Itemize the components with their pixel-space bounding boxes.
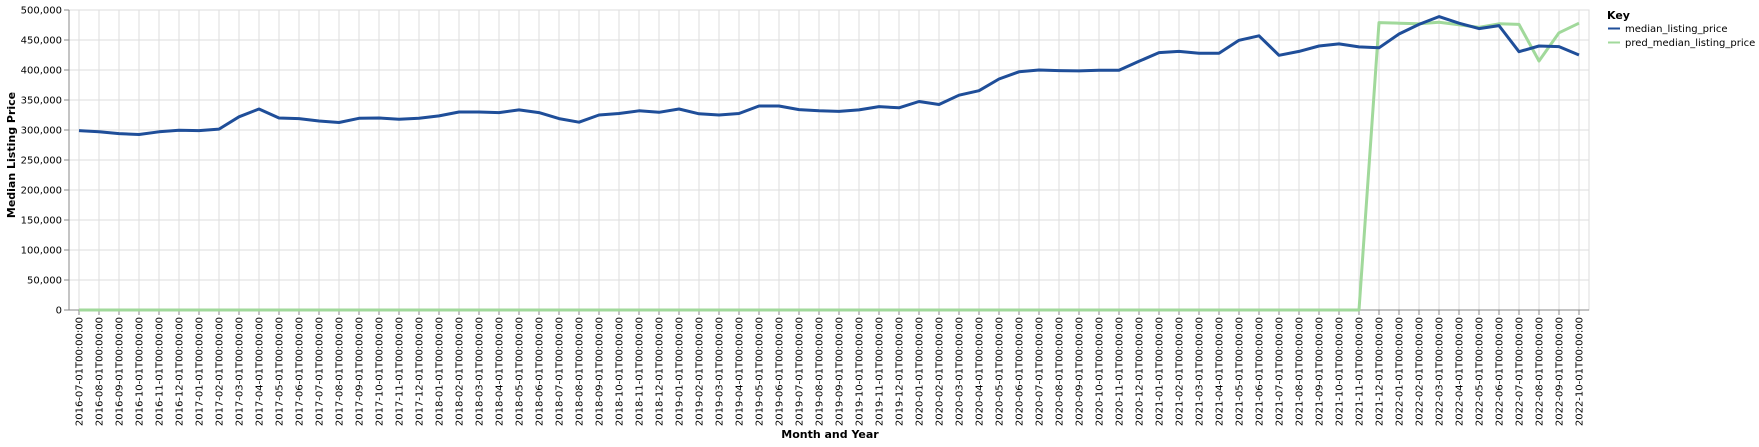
x-tick-label: 2018-08-01T00:00:00 bbox=[575, 317, 586, 426]
x-tick-label: 2021-08-01T00:00:00 bbox=[1295, 317, 1306, 426]
y-tick-label: 300,000 bbox=[21, 126, 62, 137]
x-tick-label: 2022-09-01T00:00:00 bbox=[1555, 317, 1566, 426]
x-tick-label: 2019-11-01T00:00:00 bbox=[875, 317, 886, 426]
y-tick-label: 350,000 bbox=[21, 96, 62, 107]
x-tick-label: 2021-11-01T00:00:00 bbox=[1355, 317, 1366, 426]
x-tick-label: 2016-09-01T00:00:00 bbox=[115, 317, 126, 426]
x-axis-title: Month and Year bbox=[781, 428, 879, 441]
series-layer bbox=[78, 15, 1580, 312]
legend: Key median_listing_price pred_median_list… bbox=[1607, 9, 1755, 49]
x-tick-label: 2020-05-01T00:00:00 bbox=[995, 317, 1006, 426]
x-tick-label: 2016-10-01T00:00:00 bbox=[135, 317, 146, 426]
x-tick-label: 2019-04-01T00:00:00 bbox=[735, 317, 746, 426]
y-axis: 0 50,000 100,000 150,000 200,000 250,000 300,0… bbox=[21, 6, 70, 317]
x-tick-label: 2016-07-01T00:00:00 bbox=[75, 317, 86, 426]
x-tick-label: 2016-11-01T00:00:00 bbox=[155, 317, 166, 426]
x-tick-label: 2019-03-01T00:00:00 bbox=[715, 317, 726, 426]
x-tick-label: 2017-03-01T00:00:00 bbox=[235, 317, 246, 426]
x-tick-label: 2018-12-01T00:00:00 bbox=[655, 317, 666, 426]
x-tick-label: 2020-10-01T00:00:00 bbox=[1095, 317, 1106, 426]
y-tick-label: 500,000 bbox=[21, 6, 62, 17]
x-tick-label: 2021-05-01T00:00:00 bbox=[1235, 317, 1246, 426]
x-tick-label: 2021-06-01T00:00:00 bbox=[1255, 317, 1266, 426]
x-tick-label: 2017-12-01T00:00:00 bbox=[415, 317, 426, 426]
x-tick-label: 2021-09-01T00:00:00 bbox=[1315, 317, 1326, 426]
x-tick-label: 2022-05-01T00:00:00 bbox=[1475, 317, 1486, 426]
x-tick-label: 2019-05-01T00:00:00 bbox=[755, 317, 766, 426]
x-tick-label: 2021-07-01T00:00:00 bbox=[1275, 317, 1286, 426]
legend-title: Key bbox=[1607, 9, 1630, 22]
x-tick-label: 2022-10-01T00:00:00 bbox=[1575, 317, 1586, 426]
x-tick-label: 2017-09-01T00:00:00 bbox=[355, 317, 366, 426]
x-tick-label: 2020-01-01T00:00:00 bbox=[915, 317, 926, 426]
x-tick-label: 2022-06-01T00:00:00 bbox=[1495, 317, 1506, 426]
x-tick-label: 2017-10-01T00:00:00 bbox=[375, 317, 386, 426]
x-tick-label: 2019-08-01T00:00:00 bbox=[815, 317, 826, 426]
x-tick-label: 2018-02-01T00:00:00 bbox=[455, 317, 466, 426]
x-tick-label: 2022-03-01T00:00:00 bbox=[1435, 317, 1446, 426]
x-tick-label: 2020-03-01T00:00:00 bbox=[955, 317, 966, 426]
x-tick-label: 2016-12-01T00:00:00 bbox=[175, 317, 186, 426]
x-tick-label: 2021-10-01T00:00:00 bbox=[1335, 317, 1346, 426]
x-tick-label: 2020-06-01T00:00:00 bbox=[1015, 317, 1026, 426]
x-tick-label: 2018-03-01T00:00:00 bbox=[475, 317, 486, 426]
x-tick-label: 2017-02-01T00:00:00 bbox=[215, 317, 226, 426]
y-tick-label: 0 bbox=[56, 306, 62, 317]
x-tick-label: 2020-04-01T00:00:00 bbox=[975, 317, 986, 426]
y-tick-label: 150,000 bbox=[21, 216, 62, 227]
x-tick-label: 2021-04-01T00:00:00 bbox=[1215, 317, 1226, 426]
legend-label: pred_median_listing_price bbox=[1625, 38, 1755, 49]
x-tick-label: 2017-08-01T00:00:00 bbox=[335, 317, 346, 426]
x-tick-label: 2017-04-01T00:00:00 bbox=[255, 317, 266, 426]
x-axis: 2016-07-01T00:00:00 2016-08-01T00:00:00 20… bbox=[69, 309, 1589, 426]
x-tick-label: 2018-01-01T00:00:00 bbox=[435, 317, 446, 426]
x-tick-label: 2019-12-01T00:00:00 bbox=[895, 317, 906, 426]
y-tick-label: 450,000 bbox=[21, 36, 62, 47]
x-tick-label: 2018-06-01T00:00:00 bbox=[535, 317, 546, 426]
y-tick-label: 50,000 bbox=[27, 276, 62, 287]
x-tick-label: 2020-11-01T00:00:00 bbox=[1115, 317, 1126, 426]
y-axis-title: Median Listing Price bbox=[5, 92, 18, 218]
x-tick-label: 2017-11-01T00:00:00 bbox=[395, 317, 406, 426]
x-tick-label: 2017-06-01T00:00:00 bbox=[295, 317, 306, 426]
x-tick-label: 2017-05-01T00:00:00 bbox=[275, 317, 286, 426]
x-tick-label: 2021-03-01T00:00:00 bbox=[1195, 317, 1206, 426]
x-tick-label: 2018-09-01T00:00:00 bbox=[595, 317, 606, 426]
x-tick-label: 2018-11-01T00:00:00 bbox=[635, 317, 646, 426]
x-tick-label: 2017-01-01T00:00:00 bbox=[195, 317, 206, 426]
x-tick-label: 2021-12-01T00:00:00 bbox=[1375, 317, 1386, 426]
x-tick-label: 2022-08-01T00:00:00 bbox=[1535, 317, 1546, 426]
x-tick-label: 2022-02-01T00:00:00 bbox=[1415, 317, 1426, 426]
series-line-pred-median-listing-price bbox=[79, 20, 1580, 312]
x-tick-label: 2016-08-01T00:00:00 bbox=[95, 317, 106, 426]
x-tick-label: 2019-02-01T00:00:00 bbox=[695, 317, 706, 426]
x-tick-label: 2020-09-01T00:00:00 bbox=[1075, 317, 1086, 426]
x-tick-label: 2017-07-01T00:00:00 bbox=[315, 317, 326, 426]
x-tick-label: 2019-09-01T00:00:00 bbox=[835, 317, 846, 426]
y-tick-label: 250,000 bbox=[21, 156, 62, 167]
x-tick-label: 2019-06-01T00:00:00 bbox=[775, 317, 786, 426]
x-tick-label: 2020-12-01T00:00:00 bbox=[1135, 317, 1146, 426]
x-tick-label: 2018-07-01T00:00:00 bbox=[555, 317, 566, 426]
y-tick-label: 400,000 bbox=[21, 66, 62, 77]
x-tick-label: 2018-10-01T00:00:00 bbox=[615, 317, 626, 426]
x-tick-label: 2020-07-01T00:00:00 bbox=[1035, 317, 1046, 426]
x-tick-label: 2022-04-01T00:00:00 bbox=[1455, 317, 1466, 426]
legend-label: median_listing_price bbox=[1625, 24, 1728, 35]
x-tick-label: 2018-05-01T00:00:00 bbox=[515, 317, 526, 426]
x-tick-label: 2019-01-01T00:00:00 bbox=[675, 317, 686, 426]
x-tick-label: 2021-01-01T00:00:00 bbox=[1155, 317, 1166, 426]
x-tick-label: 2020-08-01T00:00:00 bbox=[1055, 317, 1066, 426]
y-tick-label: 100,000 bbox=[21, 246, 62, 257]
x-tick-label: 2020-02-01T00:00:00 bbox=[935, 317, 946, 426]
x-tick-label: 2022-07-01T00:00:00 bbox=[1515, 317, 1526, 426]
series-line-median-listing-price bbox=[78, 15, 1580, 136]
x-tick-label: 2019-07-01T00:00:00 bbox=[795, 317, 806, 426]
x-tick-label: 2018-04-01T00:00:00 bbox=[495, 317, 506, 426]
y-tick-label: 200,000 bbox=[21, 186, 62, 197]
x-tick-label: 2022-01-01T00:00:00 bbox=[1395, 317, 1406, 426]
x-tick-label: 2019-10-01T00:00:00 bbox=[855, 317, 866, 426]
x-tick-label: 2021-02-01T00:00:00 bbox=[1175, 317, 1186, 426]
